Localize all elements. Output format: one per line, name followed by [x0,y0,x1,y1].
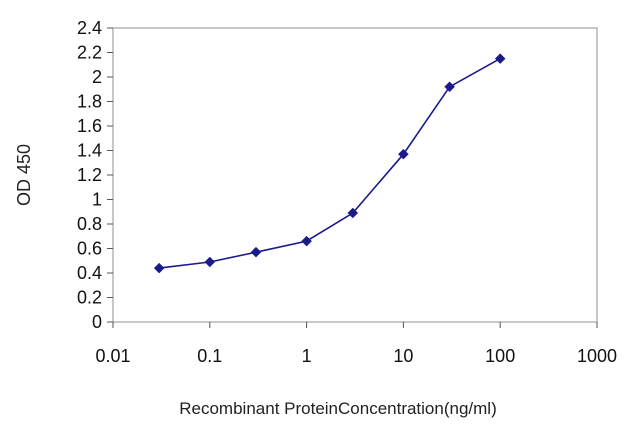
plot-frame [112,27,598,323]
y-tick-label: 0.8 [77,214,102,234]
data-point-marker [250,246,262,258]
data-point-marker [347,207,359,219]
y-tick-label: 0.6 [77,239,102,259]
y-tick-label: 2.2 [77,43,102,63]
x-tick-label: 0.1 [197,346,222,366]
y-axis: 0 0.2 0.4 0.6 0.8 1 1.2 1.4 1.6 1.8 2 2.2 2.4 [77,18,113,332]
x-tick-label: 10 [393,346,413,366]
y-tick-label: 0.2 [77,288,102,308]
data-point-marker [494,53,506,64]
y-tick-label: 0 [92,312,102,332]
x-tick-label: 1 [302,346,312,366]
y-tick-label: 1.6 [77,116,102,136]
series-group [153,53,506,274]
x-tick-label: 100 [485,346,515,366]
y-axis-title: OD 450 [14,144,34,206]
y-tick-label: 1.8 [77,92,102,112]
data-point-marker [153,262,165,274]
y-tick-label: 2 [92,67,102,87]
x-tick-label: 1000 [577,346,617,366]
x-axis: 0.01 0.1 1 10 100 1000 [95,322,617,366]
data-point-marker [204,256,216,268]
y-tick-label: 2.4 [77,18,102,38]
data-point-marker [398,148,409,160]
series-line [159,57,501,269]
y-tick-label: 1.4 [77,141,102,161]
x-axis-title: Recombinant ProteinConcentration(ng/ml) [179,399,497,418]
y-tick-label: 0.4 [77,263,102,283]
data-point-marker [444,81,455,93]
y-tick-label: 1 [92,190,102,210]
data-point-marker [301,235,312,247]
y-tick-label: 1.2 [77,165,102,185]
x-tick-label: 0.01 [95,346,130,366]
